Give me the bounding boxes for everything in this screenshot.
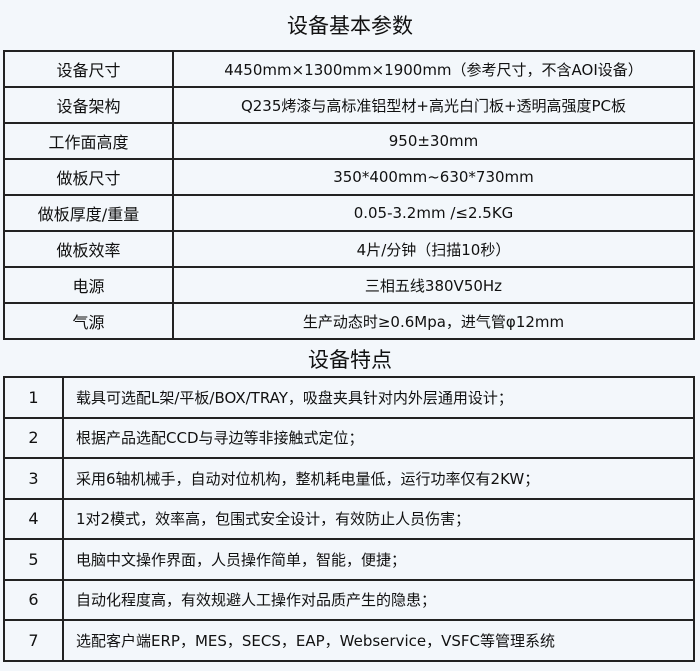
param-row: 做板厚度/重量 0.05-3.2mm /≤2.5KG bbox=[3, 194, 695, 232]
param-row: 设备架构 Q235烤漆与高标准铝型材+高光白门板+透明高强度PC板 bbox=[3, 86, 695, 124]
feature-row: 7 选配客户端ERP，MES，SECS，EAP，Webservice，VSFC等管… bbox=[3, 619, 695, 662]
param-label: 做板厚度/重量 bbox=[3, 194, 174, 232]
param-label: 电源 bbox=[3, 266, 174, 304]
feature-row: 3 采用6轴机械手，自动对位机构，整机耗电量低，运行功率仅有2KW； bbox=[3, 457, 695, 500]
feature-number: 4 bbox=[3, 497, 64, 540]
param-value: 350*400mm~630*730mm bbox=[172, 158, 695, 196]
feature-number: 2 bbox=[3, 416, 64, 459]
feature-row: 5 电脑中文操作界面，人员操作简单，智能，便捷； bbox=[3, 538, 695, 581]
features-title: 设备特点 bbox=[308, 348, 392, 372]
param-row: 做板尺寸 350*400mm~630*730mm bbox=[3, 158, 695, 196]
param-label: 气源 bbox=[3, 302, 174, 340]
feature-text: 采用6轴机械手，自动对位机构，整机耗电量低，运行功率仅有2KW； bbox=[62, 457, 695, 500]
param-label: 设备架构 bbox=[3, 86, 174, 124]
feature-text: 自动化程度高，有效规避人工操作对品质产生的隐患； bbox=[62, 578, 695, 621]
feature-text: 选配客户端ERP，MES，SECS，EAP，Webservice，VSFC等管理… bbox=[62, 619, 695, 662]
param-value: 三相五线380V50Hz bbox=[172, 266, 695, 304]
param-value: 0.05-3.2mm /≤2.5KG bbox=[172, 194, 695, 232]
param-row: 气源 生产动态时≥0.6Mpa，进气管φ12mm bbox=[3, 302, 695, 340]
param-label: 做板尺寸 bbox=[3, 158, 174, 196]
param-label: 设备尺寸 bbox=[3, 50, 174, 88]
feature-row: 6 自动化程度高，有效规避人工操作对品质产生的隐患； bbox=[3, 578, 695, 621]
feature-text: 电脑中文操作界面，人员操作简单，智能，便捷； bbox=[62, 538, 695, 581]
feature-number: 3 bbox=[3, 457, 64, 500]
feature-number: 1 bbox=[3, 376, 64, 419]
feature-text: 根据产品选配CCD与寻边等非接触式定位； bbox=[62, 416, 695, 459]
feature-text: 载具可选配L架/平板/BOX/TRAY，吸盘夹具针对内外层通用设计； bbox=[62, 376, 695, 419]
param-row: 电源 三相五线380V50Hz bbox=[3, 266, 695, 304]
param-row: 工作面高度 950±30mm bbox=[3, 122, 695, 160]
features-table: 1 载具可选配L架/平板/BOX/TRAY，吸盘夹具针对内外层通用设计； 2 根据产品… bbox=[3, 376, 695, 662]
params-table: 设备尺寸 4450mm×1300mm×1900mm（参考尺寸，不含AOI设备） 设备… bbox=[3, 50, 695, 340]
feature-row: 4 1对2模式，效率高，包围式安全设计，有效防止人员伤害； bbox=[3, 497, 695, 540]
params-title: 设备基本参数 bbox=[287, 14, 413, 38]
param-value: 950±30mm bbox=[172, 122, 695, 160]
param-value: 4450mm×1300mm×1900mm（参考尺寸，不含AOI设备） bbox=[172, 50, 695, 88]
feature-number: 7 bbox=[3, 619, 64, 662]
param-value: 生产动态时≥0.6Mpa，进气管φ12mm bbox=[172, 302, 695, 340]
feature-number: 6 bbox=[3, 578, 64, 621]
feature-text: 1对2模式，效率高，包围式安全设计，有效防止人员伤害； bbox=[62, 497, 695, 540]
param-label: 工作面高度 bbox=[3, 122, 174, 160]
param-value: 4片/分钟（扫描10秒） bbox=[172, 230, 695, 268]
param-row: 设备尺寸 4450mm×1300mm×1900mm（参考尺寸，不含AOI设备） bbox=[3, 50, 695, 88]
param-label: 做板效率 bbox=[3, 230, 174, 268]
feature-row: 1 载具可选配L架/平板/BOX/TRAY，吸盘夹具针对内外层通用设计； bbox=[3, 376, 695, 419]
param-value: Q235烤漆与高标准铝型材+高光白门板+透明高强度PC板 bbox=[172, 86, 695, 124]
param-row: 做板效率 4片/分钟（扫描10秒） bbox=[3, 230, 695, 268]
feature-number: 5 bbox=[3, 538, 64, 581]
feature-row: 2 根据产品选配CCD与寻边等非接触式定位； bbox=[3, 416, 695, 459]
